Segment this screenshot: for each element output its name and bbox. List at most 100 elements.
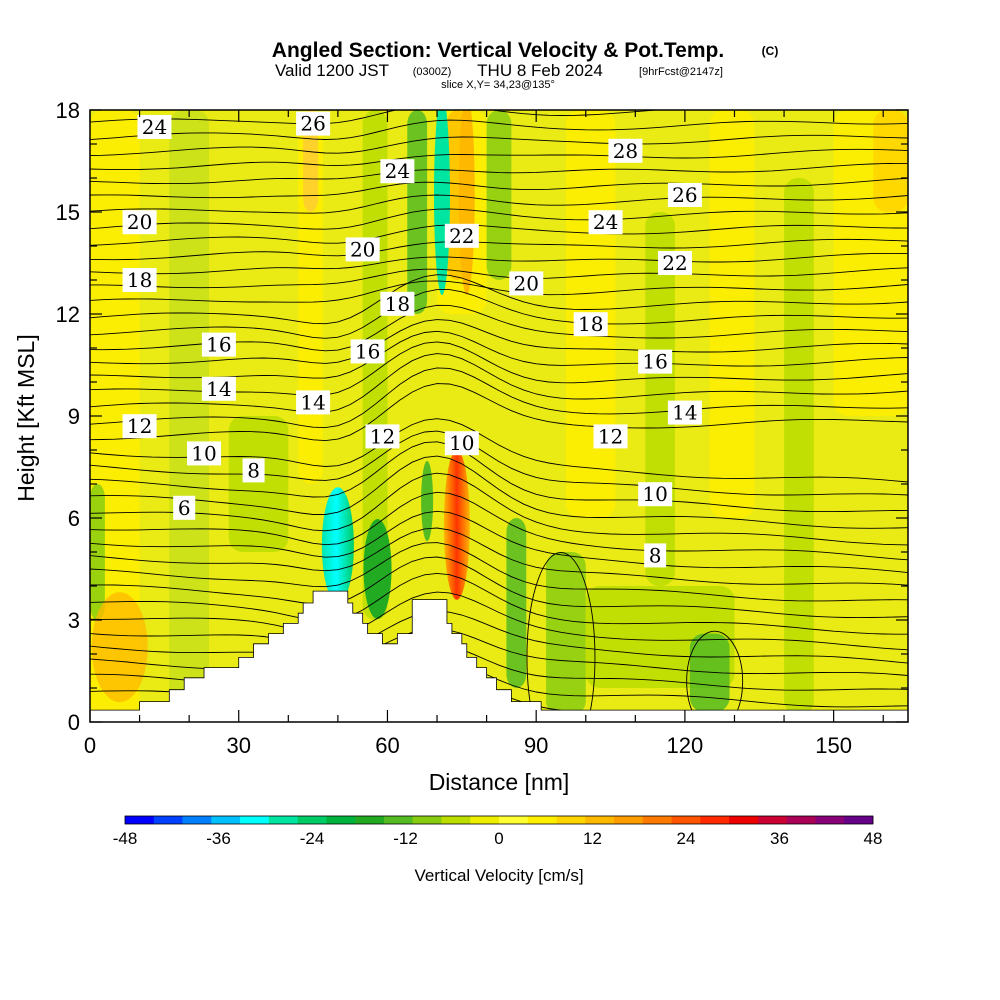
theta-contour-line: [90, 238, 908, 261]
theta-contour-line: [90, 110, 860, 125]
contour-label-box: [657, 251, 692, 275]
contour-label-text: 14: [300, 390, 325, 414]
contour-label-text: 8: [247, 458, 260, 482]
theta-contour-line: [90, 556, 908, 619]
theta-contour-line: [90, 628, 908, 676]
contour-label-box: [644, 543, 667, 568]
contour-label-box: [242, 458, 265, 483]
contour-label: 14: [667, 400, 702, 425]
velocity-field: [90, 110, 908, 722]
contour-label: 22: [657, 251, 692, 275]
title-mark: (C): [762, 44, 779, 58]
contour-label-box: [173, 495, 196, 520]
theta-contour-line: [90, 353, 908, 413]
field-band: [169, 110, 209, 716]
field-band: [228, 416, 289, 552]
theta-contour-line: [90, 289, 908, 339]
forecast-info: [9hrFcst@2147z]: [639, 66, 723, 78]
downdraft-band: [363, 519, 392, 619]
contour-label-box: [201, 332, 236, 357]
x-tick-label: 150: [815, 733, 852, 758]
contour-label-box: [137, 115, 172, 139]
field-band: [873, 110, 908, 212]
legend-swatch: [182, 816, 212, 824]
contour-label-text: 18: [578, 312, 603, 336]
contour-label-text: 24: [385, 159, 410, 183]
contour-label: 8: [644, 543, 667, 568]
field-band: [486, 110, 512, 280]
contour-label: 18: [380, 291, 415, 316]
field-band: [506, 518, 527, 688]
downdraft-upper: [433, 110, 450, 295]
theta-contour-line: [90, 527, 908, 586]
legend-swatch: [844, 816, 874, 824]
theta-contour-line: [90, 591, 908, 651]
valid-date: THU 8 Feb 2024: [477, 61, 603, 80]
field-band: [546, 552, 586, 716]
contour-label: 28: [608, 138, 643, 163]
contour-label-text: 12: [370, 424, 395, 448]
contour-label-box: [380, 159, 415, 184]
contour-label: 26: [667, 183, 702, 207]
y-tick-label: 12: [56, 302, 80, 327]
valid-zulu: (0300Z): [413, 66, 452, 78]
contour-label-text: 18: [385, 292, 410, 316]
theta-contour-line: [90, 510, 908, 574]
legend-tick-label: -24: [300, 829, 325, 848]
legend-swatch: [412, 816, 442, 824]
contour-label-box: [122, 268, 157, 292]
field-band: [689, 633, 730, 712]
contour-label: 22: [444, 223, 479, 248]
contour-label-text: 20: [514, 271, 539, 295]
contour-label-text: 20: [350, 237, 375, 261]
y-tick-label: 18: [56, 98, 80, 123]
contour-label-text: 24: [142, 115, 167, 139]
theta-contour-line: [90, 274, 908, 325]
contour-label: 20: [345, 237, 380, 262]
downdraft-band: [421, 461, 434, 541]
legend-swatch: [556, 816, 586, 824]
legend-swatch: [499, 816, 529, 824]
legend-swatch: [729, 816, 759, 824]
legend-swatch: [671, 816, 701, 824]
theta-contour-line: [90, 319, 908, 365]
contour-label-text: 20: [127, 210, 152, 234]
contour-label-box: [350, 339, 385, 364]
contour-label-box: [122, 414, 157, 439]
x-tick-label: 30: [226, 733, 250, 758]
contour-label-box: [365, 424, 400, 449]
contour-label: 20: [509, 271, 544, 296]
contour-label-box: [187, 441, 222, 466]
legend-swatch: [527, 816, 557, 824]
contour-label: 16: [201, 332, 236, 357]
legend-tick-label: 24: [677, 829, 696, 848]
theta-contour-line: [90, 542, 908, 602]
legend-swatch: [125, 816, 155, 824]
updraft-core: [443, 449, 470, 600]
contour-label: 10: [444, 431, 479, 456]
legend-swatch: [470, 816, 500, 824]
y-tick-label: 6: [68, 506, 80, 531]
theta-contour-line: [90, 383, 908, 442]
legend-swatch: [383, 816, 413, 824]
contour-label: 18: [122, 268, 157, 292]
legend-title: Vertical Velocity [cm/s]: [414, 866, 583, 885]
contour-label: 10: [187, 441, 222, 466]
contour-label-text: 26: [300, 112, 325, 136]
slice-info: slice X,Y= 34,23@135°: [441, 79, 555, 91]
field-band: [709, 110, 755, 518]
contour-label-box: [345, 237, 380, 262]
y-tick-label: 3: [68, 608, 80, 633]
legend-tick-label: 48: [864, 829, 883, 848]
contour-label-box: [593, 424, 628, 449]
x-tick-label: 120: [667, 733, 704, 758]
chart-title: Angled Section: Vertical Velocity & Pot.…: [272, 39, 724, 62]
contour-label-box: [444, 223, 479, 248]
legend-tick-label: -36: [206, 829, 231, 848]
x-axis-label: Distance [nm]: [429, 769, 570, 795]
legend-swatch: [240, 816, 270, 824]
contour-label: 14: [296, 390, 331, 415]
contour-label-text: 28: [613, 139, 638, 163]
legend-swatch: [642, 816, 672, 824]
